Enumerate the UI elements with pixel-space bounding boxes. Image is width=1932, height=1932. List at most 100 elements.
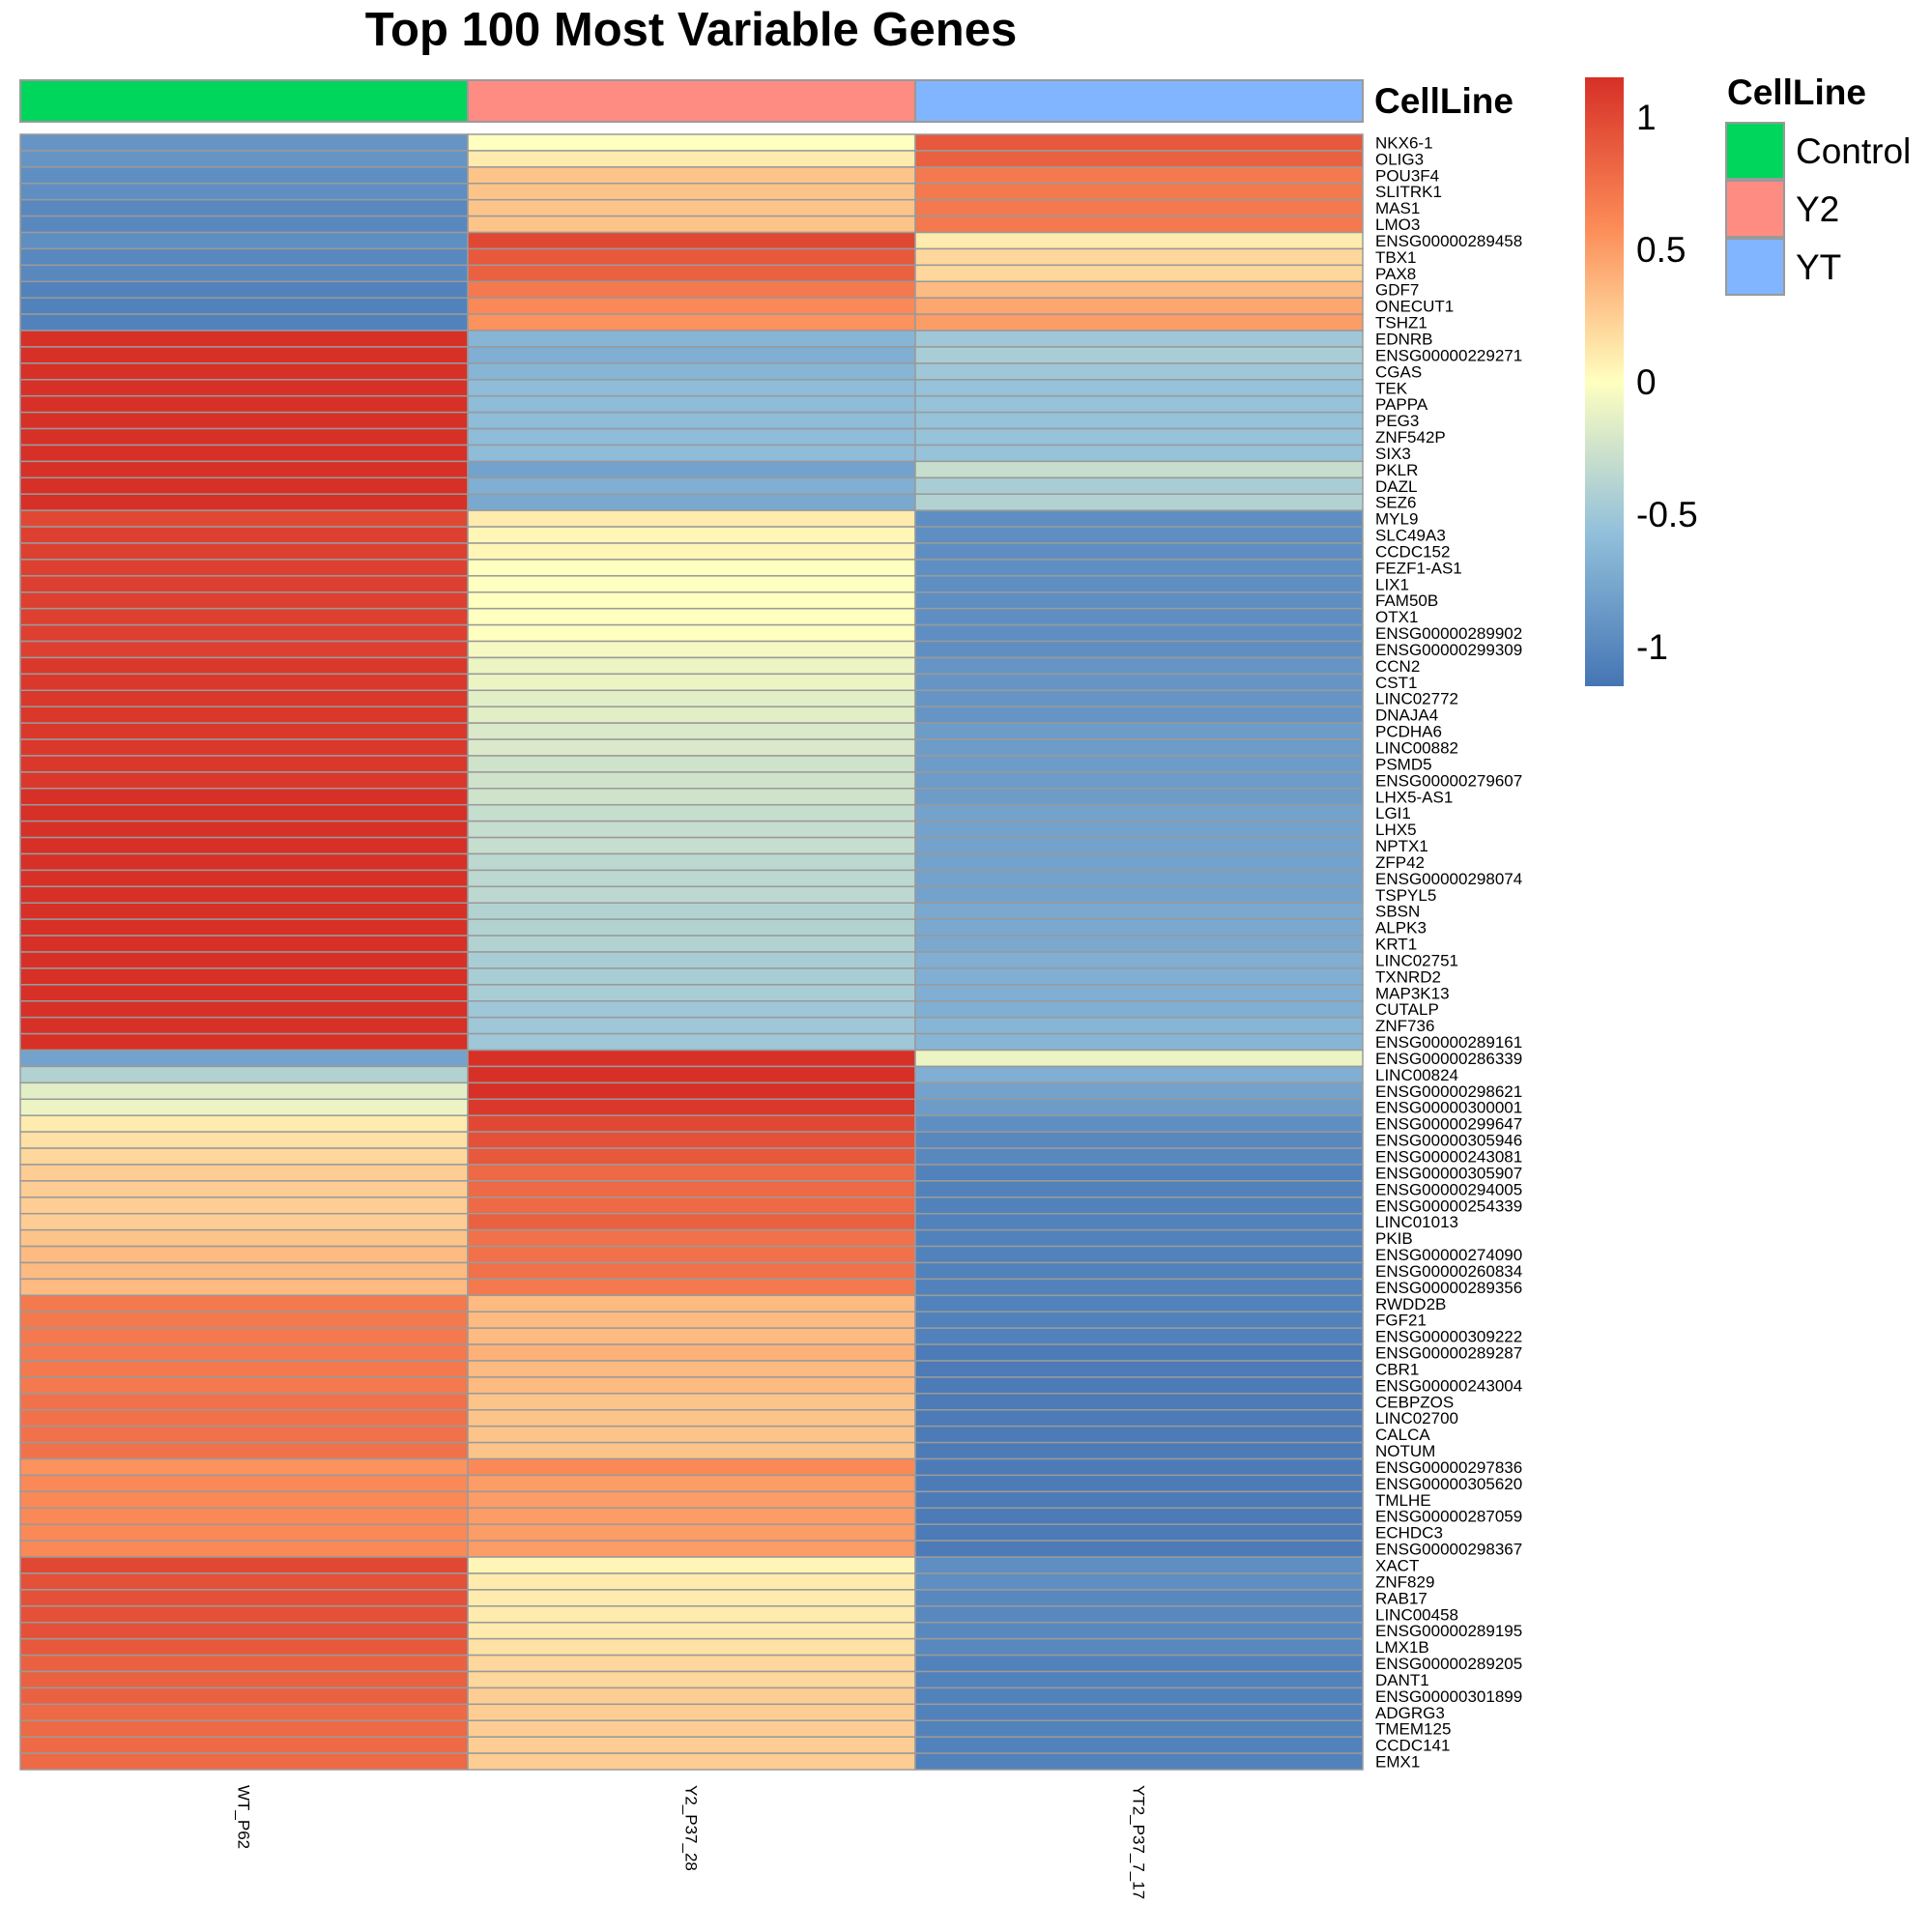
- heatmap-cell: [19, 542, 469, 561]
- heatmap-cell: [467, 1114, 916, 1133]
- heatmap-cell: [19, 1425, 469, 1444]
- heatmap-cell: [914, 1523, 1364, 1542]
- heatmap-cell: [19, 133, 469, 152]
- heatmap-cell: [467, 476, 916, 495]
- gene-label: SLITRK1: [1375, 183, 1442, 201]
- heatmap-cell: [19, 460, 469, 479]
- heatmap-cell: [19, 852, 469, 872]
- gene-label: RWDD2B: [1375, 1295, 1446, 1313]
- heatmap-cell: [914, 1540, 1364, 1558]
- heatmap-cell: [19, 935, 469, 953]
- heatmap-cell: [914, 1228, 1364, 1248]
- heatmap-cell: [467, 885, 916, 904]
- heatmap-cell: [914, 1425, 1364, 1444]
- gene-label: ENSG00000274090: [1375, 1246, 1522, 1264]
- gene-label: LMO3: [1375, 216, 1420, 234]
- heatmap-cell: [914, 1049, 1364, 1068]
- gene-label: ZNF736: [1375, 1017, 1434, 1035]
- heatmap-cell: [914, 1197, 1364, 1215]
- heatmap-cell: [914, 330, 1364, 348]
- sample-label-wt-p62: WT_P62: [235, 1785, 253, 1849]
- gene-label: DNAJA4: [1375, 706, 1438, 725]
- legend-label-yt: YT: [1796, 247, 1841, 287]
- heatmap-cell: [467, 1654, 916, 1673]
- gene-label: KRT1: [1375, 936, 1417, 954]
- heatmap-cell: [19, 427, 469, 447]
- gene-label: LINC01013: [1375, 1213, 1458, 1231]
- heatmap-cell: [914, 1343, 1364, 1362]
- heatmap-cell: [19, 803, 469, 822]
- gene-label: ENSG00000287059: [1375, 1508, 1522, 1526]
- heatmap-cell: [914, 935, 1364, 953]
- gene-label: ENSG00000254339: [1375, 1197, 1522, 1215]
- heatmap-cell: [467, 493, 916, 511]
- heatmap-cell: [914, 951, 1364, 969]
- heatmap-cell: [467, 836, 916, 855]
- gene-label: ENSG00000289458: [1375, 232, 1522, 250]
- heatmap-cell: [914, 852, 1364, 872]
- heatmap-cell: [467, 1376, 916, 1395]
- gene-label: TSPYL5: [1375, 886, 1436, 905]
- heatmap-cell: [19, 1016, 469, 1035]
- heatmap-cell: [467, 362, 916, 381]
- gene-label: TMEM125: [1375, 1720, 1451, 1739]
- sample-label-yt2-p37-7-17: YT2_P37_7_17: [1130, 1785, 1148, 1899]
- heatmap-cell: [467, 1572, 916, 1591]
- heatmap-cell: [19, 362, 469, 381]
- legend-swatch-yt: [1725, 238, 1785, 296]
- heatmap-cell: [19, 394, 469, 414]
- gene-label: ENSG00000279607: [1375, 771, 1522, 790]
- heatmap-cell: [467, 771, 916, 790]
- heatmap-cell: [467, 803, 916, 822]
- heatmap-cell: [467, 1736, 916, 1754]
- heatmap-cell: [467, 1605, 916, 1624]
- heatmap-cell: [467, 1703, 916, 1721]
- heatmap-cell: [467, 313, 916, 332]
- gene-label: PCDHA6: [1375, 723, 1442, 741]
- heatmap-cell: [467, 1147, 916, 1166]
- heatmap-cell: [19, 623, 469, 643]
- gene-label: CGAS: [1375, 362, 1422, 381]
- heatmap-cell: [467, 640, 916, 659]
- heatmap-cell: [19, 1719, 469, 1738]
- heatmap-cell: [914, 1278, 1364, 1297]
- heatmap-cell: [914, 1441, 1364, 1460]
- gene-label: PAPPA: [1375, 395, 1428, 414]
- gene-label: ENSG00000305620: [1375, 1475, 1522, 1493]
- heatmap-cell: [19, 183, 469, 201]
- gene-label: CCN2: [1375, 657, 1420, 676]
- heatmap-cell: [19, 231, 469, 250]
- heatmap-cell: [914, 1670, 1364, 1689]
- gene-label: LGI1: [1375, 804, 1411, 822]
- heatmap-cell: [19, 1589, 469, 1607]
- gene-label: SBSN: [1375, 903, 1420, 921]
- heatmap-cell: [19, 869, 469, 888]
- heatmap-cell: [914, 1311, 1364, 1329]
- heatmap-cell: [19, 902, 469, 920]
- heatmap-cell: [19, 706, 469, 724]
- heatmap-cell: [467, 330, 916, 348]
- heatmap-cell: [19, 1523, 469, 1542]
- annotation-title: CellLine: [1374, 81, 1514, 121]
- heatmap-cell: [914, 591, 1364, 610]
- heatmap-cell: [914, 526, 1364, 544]
- heatmap-cell: [19, 198, 469, 217]
- gene-label: ENSG00000299647: [1375, 1115, 1522, 1134]
- heatmap-cell: [467, 1670, 916, 1689]
- heatmap-cell: [19, 1049, 469, 1068]
- gene-label: MAP3K13: [1375, 984, 1450, 1002]
- heatmap-cell: [467, 575, 916, 593]
- heatmap-cell: [914, 133, 1364, 152]
- gene-label: LINC00824: [1375, 1066, 1458, 1084]
- heatmap-cell: [467, 902, 916, 920]
- gene-label: SEZ6: [1375, 494, 1417, 512]
- heatmap-cell: [914, 1736, 1364, 1754]
- heatmap-cell: [914, 1572, 1364, 1591]
- heatmap-cell: [19, 755, 469, 773]
- heatmap-cell: [467, 1261, 916, 1281]
- gene-label: TMLHE: [1375, 1491, 1431, 1510]
- gene-label: ENSG00000289205: [1375, 1655, 1522, 1673]
- heatmap-cell: [19, 1114, 469, 1133]
- heatmap-cell: [19, 379, 469, 397]
- heatmap-cell: [19, 280, 469, 299]
